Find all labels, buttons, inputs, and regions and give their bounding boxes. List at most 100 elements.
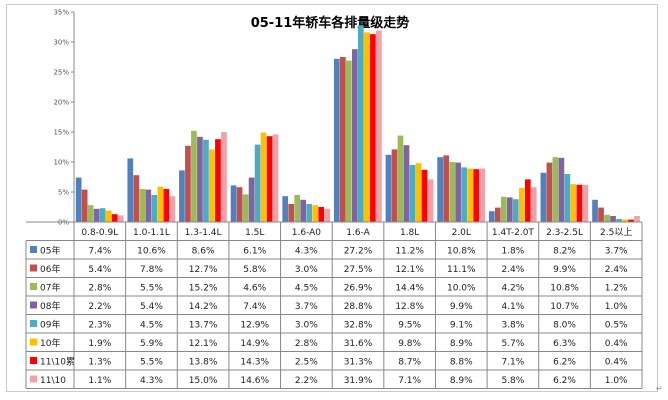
- bar: [461, 167, 467, 222]
- data-label: 12.8%: [395, 302, 424, 312]
- bar: [546, 162, 553, 222]
- bar: [197, 136, 203, 222]
- data-label: 31.3%: [344, 358, 373, 368]
- data-label: 4.5%: [295, 284, 318, 294]
- bar: [93, 208, 100, 222]
- bar: [634, 216, 640, 222]
- bar: [294, 195, 301, 222]
- data-label: 11.2%: [395, 247, 424, 257]
- legend-label: 05年: [40, 245, 60, 257]
- legend-swatch: [30, 264, 37, 272]
- data-label: 5.4%: [88, 265, 111, 275]
- data-label: 3.8%: [501, 321, 524, 331]
- data-label: 8.7%: [398, 358, 421, 368]
- data-label: 14.3%: [240, 358, 269, 368]
- bar: [622, 219, 628, 222]
- data-label: 10.7%: [550, 302, 579, 312]
- bar: [75, 177, 82, 222]
- data-label: 4.3%: [295, 247, 318, 257]
- legend-label: 06年: [40, 263, 60, 275]
- bar: [449, 162, 455, 222]
- data-label: 12.1%: [189, 339, 218, 349]
- bar: [306, 204, 313, 222]
- data-label: 7.1%: [398, 376, 421, 386]
- legend-label: 11\10: [40, 376, 66, 386]
- bar: [266, 136, 273, 222]
- bar: [443, 155, 449, 222]
- data-label: 5.8%: [501, 376, 524, 386]
- data-label: 5.5%: [140, 284, 163, 294]
- data-label: 6.2%: [553, 358, 576, 368]
- bar: [117, 215, 124, 222]
- bar: [437, 157, 443, 222]
- bar: [352, 49, 358, 222]
- bar: [81, 189, 88, 222]
- bar: [151, 195, 158, 222]
- data-label: 10.6%: [137, 247, 166, 257]
- data-label: 5.5%: [140, 358, 163, 368]
- bar: [628, 219, 634, 222]
- bar: [346, 60, 352, 222]
- data-label: 6.2%: [553, 376, 576, 386]
- bar: [564, 174, 571, 222]
- bar: [479, 168, 485, 222]
- data-label: 4.5%: [140, 321, 163, 331]
- bar: [99, 208, 106, 222]
- bar: [616, 219, 622, 222]
- bar: [385, 154, 392, 222]
- bar: [467, 168, 473, 222]
- bar: [179, 170, 185, 222]
- y-tick-label: 20%: [53, 99, 69, 107]
- bar: [105, 210, 112, 222]
- bar: [221, 132, 227, 222]
- data-label: 26.9%: [344, 284, 373, 294]
- bar: [524, 179, 531, 222]
- data-label: 1.8%: [501, 247, 524, 257]
- bar: [324, 208, 331, 222]
- legend-swatch: [30, 375, 37, 383]
- legend-label: 08年: [40, 300, 60, 312]
- bar: [403, 145, 410, 222]
- bar: [340, 57, 346, 222]
- bar: [209, 149, 215, 222]
- category-label: 1.3-1.4L: [185, 228, 222, 238]
- bar: [272, 134, 279, 222]
- legend-label: 10年: [40, 337, 60, 349]
- bar: [300, 199, 307, 222]
- data-label: 5.9%: [140, 339, 163, 349]
- category-label: 1.0-1.1L: [133, 228, 170, 238]
- bar: [139, 189, 146, 222]
- data-label: 2.2%: [88, 302, 111, 312]
- bar: [364, 32, 370, 222]
- bar: [421, 169, 428, 222]
- data-label: 2.8%: [295, 339, 318, 349]
- data-label: 2.8%: [88, 284, 111, 294]
- data-label: 3.7%: [295, 302, 318, 312]
- data-label: 1.2%: [605, 284, 628, 294]
- bar: [455, 162, 461, 222]
- paragraph-mark: ↵: [656, 384, 663, 393]
- category-label: 2.3-2.5L: [546, 228, 583, 238]
- category-label: 2.0L: [452, 228, 471, 238]
- data-label: 1.0%: [605, 302, 628, 312]
- data-label: 5.4%: [140, 302, 163, 312]
- bar: [598, 207, 604, 222]
- bar: [427, 179, 434, 222]
- bar: [391, 149, 398, 222]
- data-label: 31.9%: [344, 376, 373, 386]
- data-label: 27.2%: [344, 247, 373, 257]
- legend-swatch: [30, 338, 37, 346]
- bar: [552, 157, 559, 222]
- data-label: 6.3%: [553, 339, 576, 349]
- bar: [582, 184, 589, 222]
- bar: [288, 204, 295, 222]
- data-label: 8.9%: [450, 339, 473, 349]
- bar: [145, 189, 152, 222]
- data-label: 10.8%: [447, 247, 476, 257]
- data-label: 14.6%: [240, 376, 269, 386]
- bar: [512, 199, 519, 222]
- bar: [282, 196, 289, 222]
- legend-swatch: [30, 301, 37, 309]
- data-label: 12.1%: [395, 265, 424, 275]
- y-tick-label: 5%: [58, 189, 69, 197]
